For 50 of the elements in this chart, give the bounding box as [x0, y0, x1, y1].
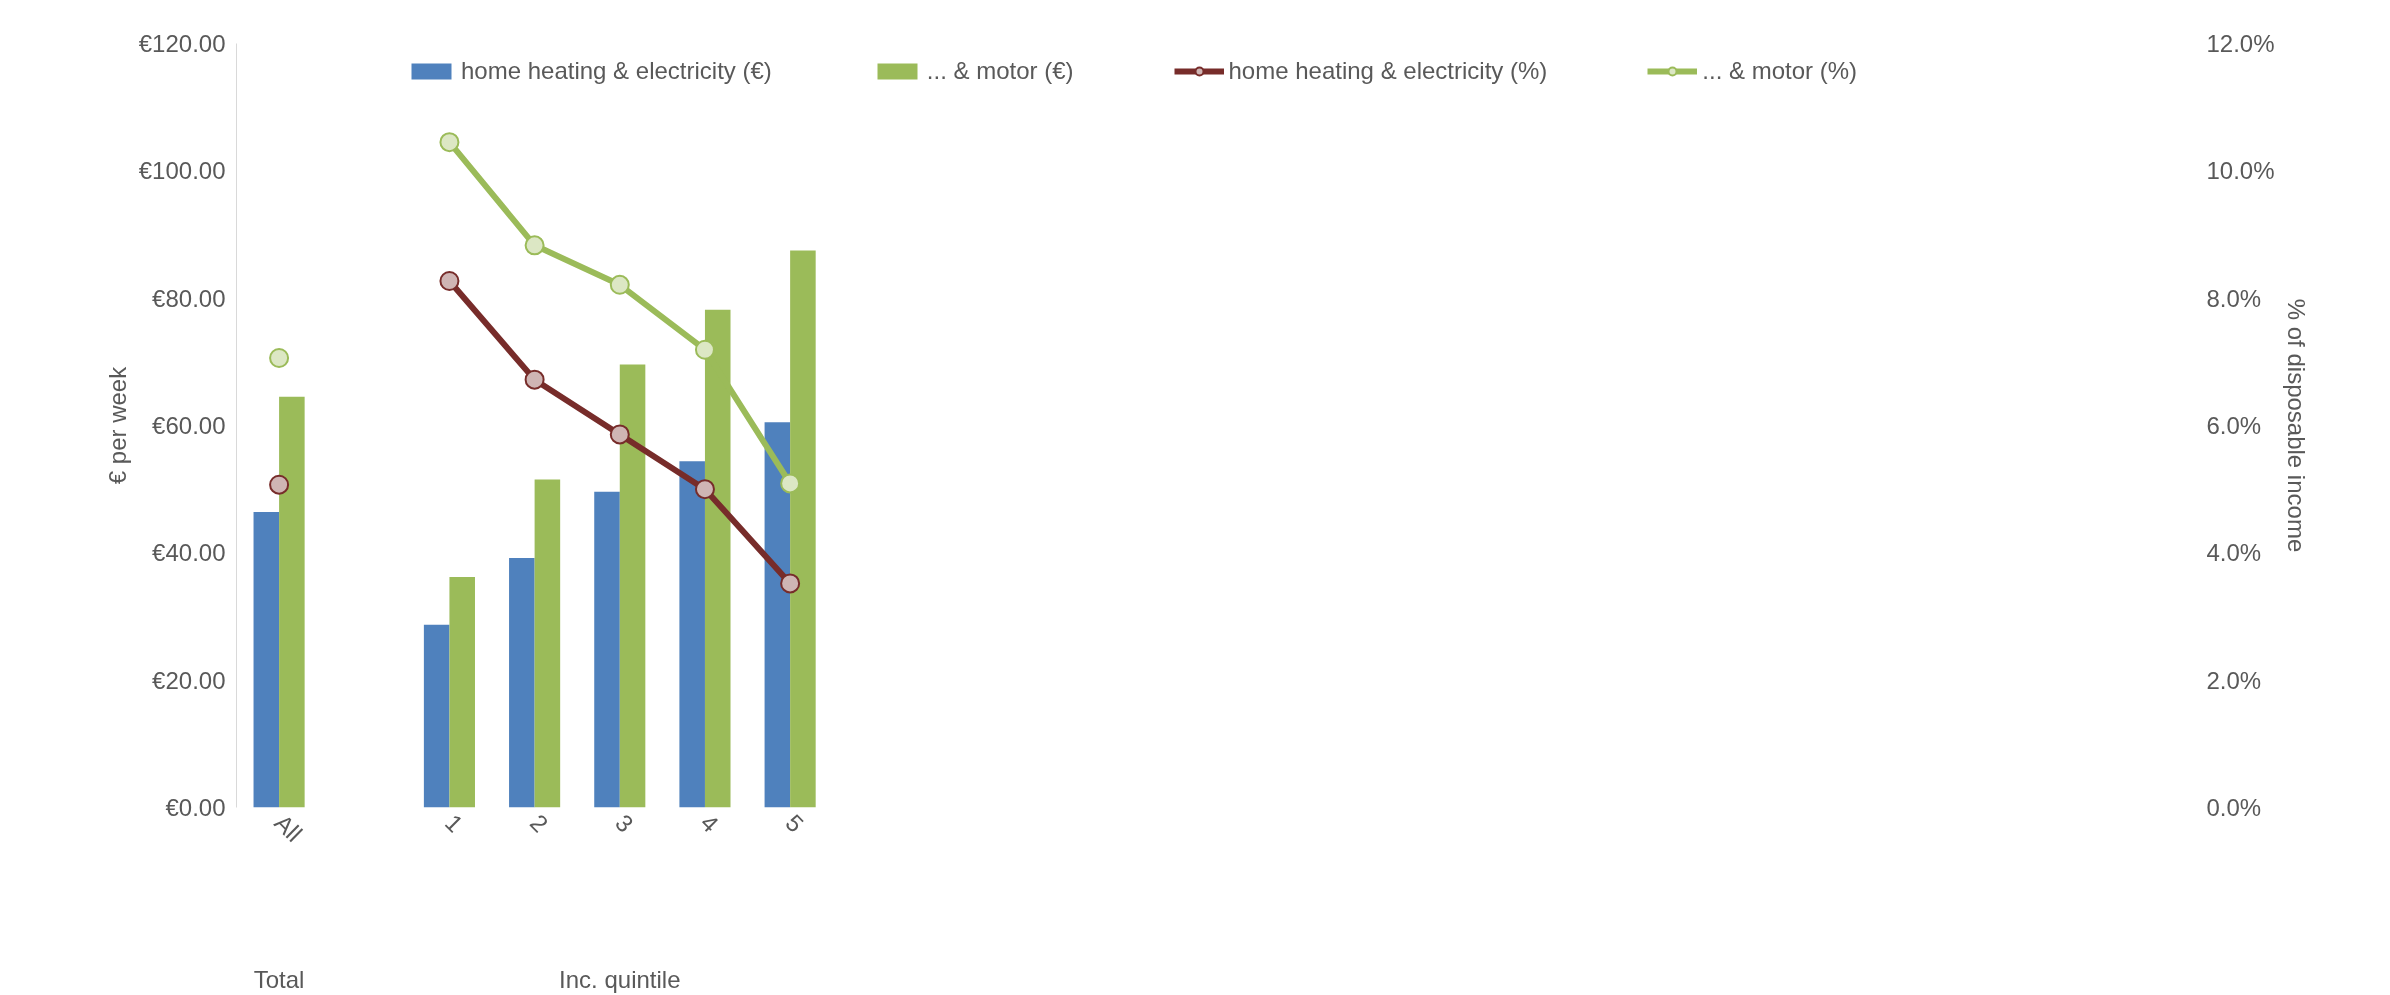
- point: [269, 348, 290, 368]
- y-tick-label: €60.00: [152, 412, 226, 439]
- point: [694, 339, 715, 360]
- point: [439, 132, 460, 153]
- y2-axis-title: % of disposable income: [2282, 298, 2310, 553]
- point: [780, 473, 801, 494]
- bar: [619, 364, 646, 808]
- legend-label: ... & motor (%): [1702, 57, 1857, 85]
- bar: [679, 461, 705, 808]
- bar: [509, 557, 535, 808]
- text: Inc. quintile: [559, 965, 681, 993]
- legend-label: home heating & electricity (€): [461, 57, 772, 85]
- y-tick-label: €0.00: [165, 794, 226, 821]
- y2-tick-label: 6.0%: [2206, 412, 2262, 439]
- y2-tick-label: 8.0%: [2206, 284, 2262, 312]
- y2-tick-label: 0.0%: [2206, 794, 2262, 821]
- point: [609, 274, 630, 295]
- legend-label: ... & motor (€): [926, 57, 1074, 85]
- bar: [279, 396, 305, 808]
- x-tick-label: 4: [695, 808, 724, 838]
- point: [524, 369, 545, 390]
- bar: [594, 491, 620, 808]
- y-axis-title: € per week: [103, 365, 131, 485]
- x-tick-label: 3: [610, 808, 639, 838]
- y2-tick-label: 2.0%: [2206, 666, 2262, 694]
- bar: [253, 512, 280, 808]
- x-tick-label: 5: [780, 808, 810, 838]
- text: Total: [253, 965, 305, 993]
- point: [269, 474, 290, 495]
- y-tick-label: €80.00: [152, 284, 226, 312]
- point: [609, 424, 630, 445]
- point: [694, 479, 715, 500]
- bar: [423, 624, 450, 808]
- point: [439, 270, 460, 291]
- legend-label: home heating & electricity (%): [1228, 57, 1548, 85]
- y-tick-label: €20.00: [152, 666, 226, 694]
- x-tick-label: All: [269, 808, 308, 847]
- y2-tick-label: 10.0%: [2206, 157, 2275, 185]
- bar: [534, 479, 561, 808]
- x-tick-label: 2: [525, 808, 554, 838]
- y-tick-label: €100.00: [138, 157, 226, 185]
- point: [780, 573, 801, 594]
- y-tick-label: €40.00: [152, 539, 226, 567]
- bar: [764, 422, 791, 808]
- point: [524, 235, 545, 256]
- y2-tick-label: 4.0%: [2206, 539, 2262, 567]
- y-tick-label: €120.00: [138, 30, 226, 57]
- y2-tick-label: 12.0%: [2206, 30, 2275, 57]
- bar: [449, 577, 475, 808]
- x-tick-label: 1: [439, 808, 469, 838]
